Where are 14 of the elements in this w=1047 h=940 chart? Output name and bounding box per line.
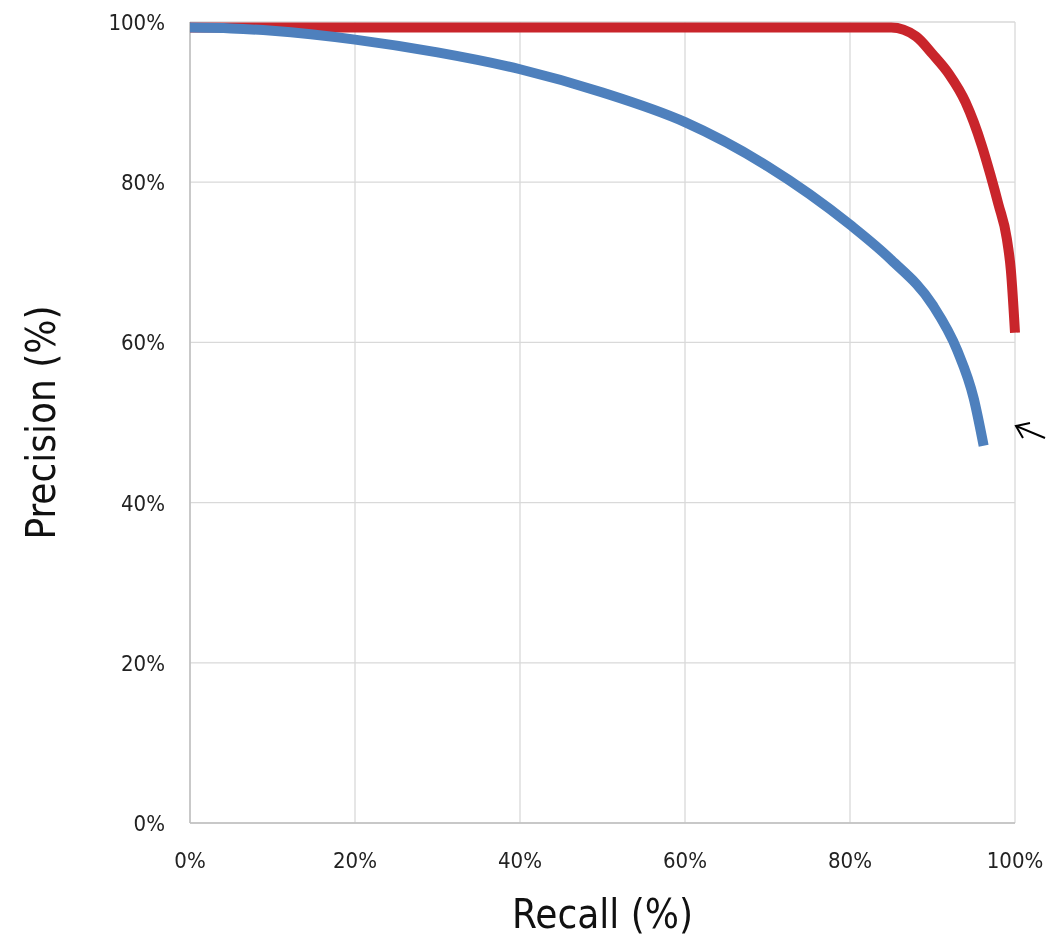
x-tick-label: 20% bbox=[333, 848, 377, 873]
y-tick-label: 60% bbox=[121, 330, 165, 356]
y-tick-label: 80% bbox=[121, 170, 165, 196]
x-tick-label: 60% bbox=[663, 848, 707, 873]
y-tick-label: 20% bbox=[121, 650, 165, 676]
x-tick-label: 40% bbox=[498, 848, 542, 873]
x-tick-label: 100% bbox=[986, 848, 1044, 873]
y-tick-label: 100% bbox=[108, 10, 165, 35]
x-tick-label: 0% bbox=[174, 848, 206, 873]
x-axis-title: Recall (%) bbox=[512, 891, 693, 937]
x-tick-label: 80% bbox=[828, 848, 872, 873]
y-axis-title: Precision (%) bbox=[18, 305, 64, 540]
y-tick-label: 0% bbox=[133, 811, 165, 836]
y-tick-label: 40% bbox=[121, 490, 165, 516]
